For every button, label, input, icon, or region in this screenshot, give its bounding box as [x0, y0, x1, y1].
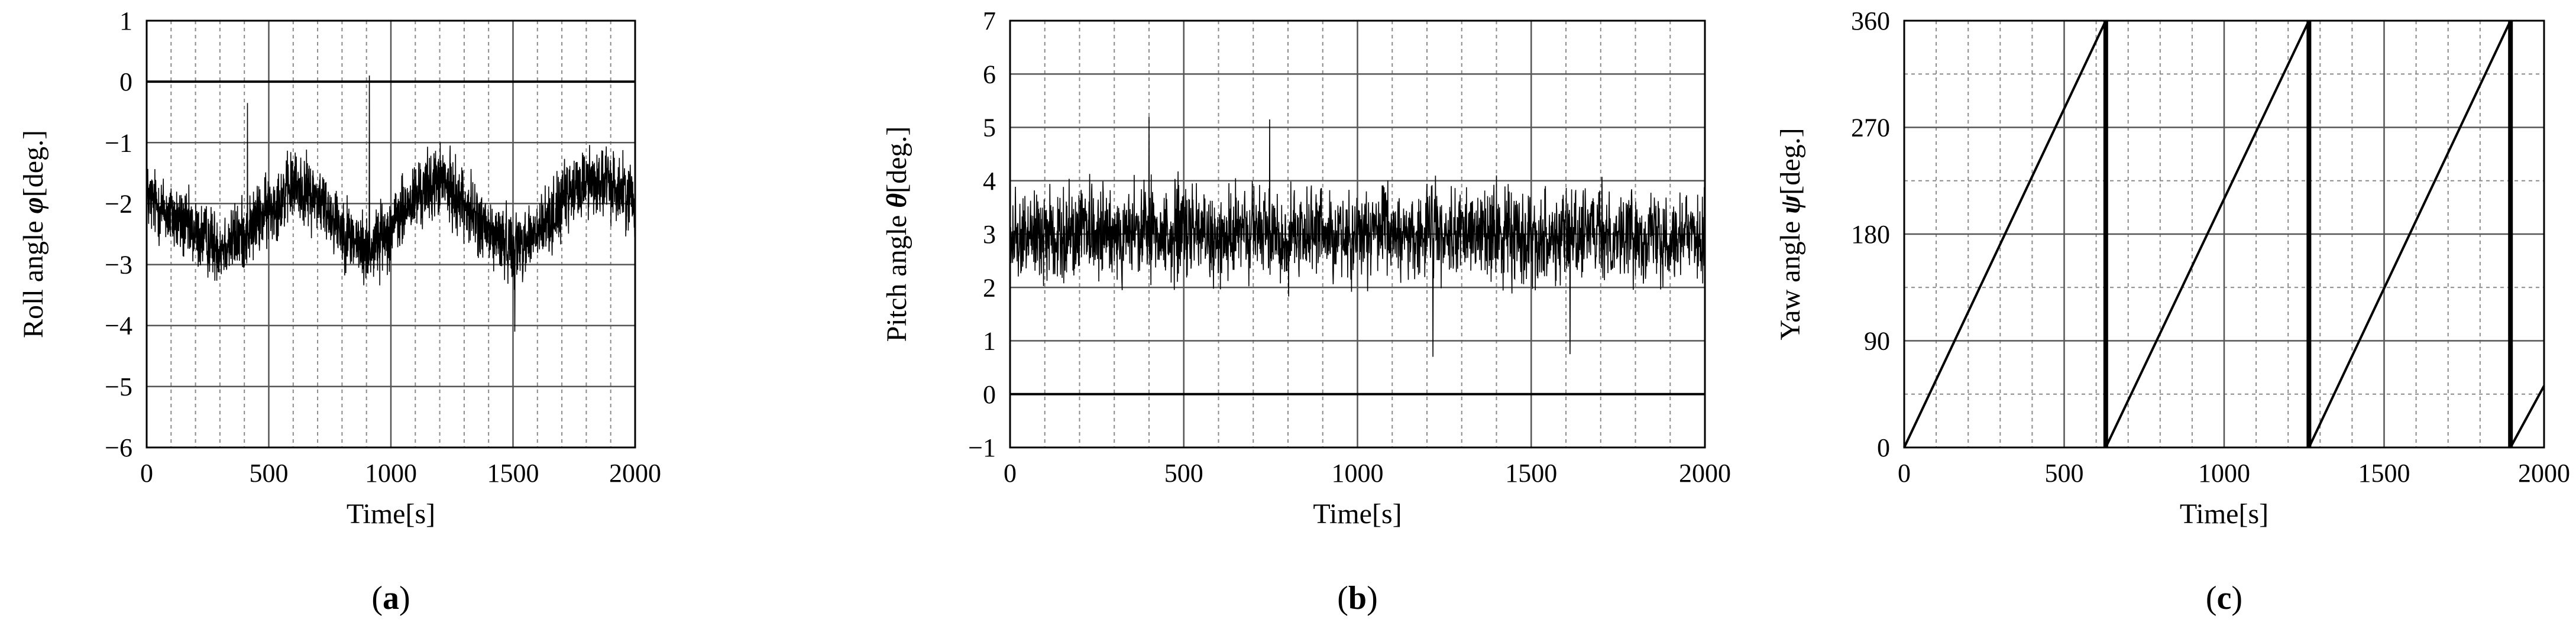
y-tick-label: −6 [105, 433, 132, 462]
panel-label: (a) [371, 580, 410, 617]
y-tick-label: 5 [983, 113, 996, 142]
y-tick-label: −2 [105, 189, 132, 218]
panel-label: (b) [1337, 580, 1377, 617]
y-tick-label: −1 [968, 433, 996, 462]
y-axis-label-symbol: θ [881, 193, 912, 208]
y-axis-label-symbol: φ [18, 197, 49, 213]
x-axis-label: Time[s] [347, 498, 435, 530]
x-axis-label: Time[s] [2180, 498, 2268, 530]
grid [1903, 20, 2545, 449]
y-axis-label: Yaw angle ψ[deg.] [1775, 128, 1806, 340]
series-line [146, 75, 636, 332]
x-tick-label: 1500 [487, 459, 539, 488]
plot-frame [145, 20, 636, 449]
panel-letter: a [383, 580, 399, 617]
y-tick-label: 6 [983, 60, 996, 89]
y-axis-label-unit: [deg.] [18, 130, 49, 197]
y-axis-label-unit: [deg.] [881, 126, 912, 193]
y-tick-label: 1 [983, 327, 996, 356]
x-tick-label: 500 [2045, 459, 2084, 488]
panel-letter: c [2217, 580, 2232, 617]
plot-frame [1009, 20, 1706, 449]
y-tick-label: −3 [105, 251, 132, 280]
y-tick-label: 360 [1851, 7, 1890, 35]
x-axis-label: Time[s] [1313, 498, 1402, 530]
x-tick-label: 1500 [1505, 459, 1557, 488]
y-tick-label: −5 [105, 372, 132, 401]
y-axis-label-unit: [deg.] [1775, 128, 1806, 194]
y-axis-label: Pitch angle θ[deg.] [881, 126, 912, 342]
y-tick-label: −1 [105, 128, 132, 157]
y-tick-label: 270 [1851, 113, 1890, 142]
y-tick-label: 1 [119, 7, 132, 35]
yaw-angle-chart: 0 500 1000 1500 2000 0 90 180 270 360 Time[s] Yaw a… [1775, 7, 2570, 617]
y-axis-label: Roll angle φ[deg.] [18, 130, 49, 338]
series-line [1009, 116, 1706, 357]
y-tick-label: 0 [119, 67, 132, 96]
y-tick-label: 0 [983, 380, 996, 409]
y-tick-label: 2 [983, 273, 996, 302]
x-tick-label: 500 [1164, 459, 1203, 488]
y-axis-label-text: Pitch angle [881, 208, 912, 342]
x-tick-label: 1000 [1332, 459, 1384, 488]
x-tick-label: 0 [1898, 459, 1911, 488]
panel-label: (c) [2206, 580, 2242, 617]
y-tick-label: −4 [105, 312, 132, 340]
x-tick-label: 500 [250, 459, 289, 488]
x-tick-label: 1000 [2198, 459, 2250, 488]
x-tick-label: 2000 [2518, 459, 2570, 488]
x-tick-label: 1500 [2358, 459, 2410, 488]
panel-letter: b [1348, 580, 1367, 617]
y-tick-label: 3 [983, 220, 996, 249]
y-axis-label-text: Yaw angle [1775, 214, 1806, 340]
x-tick-label: 0 [140, 459, 153, 488]
y-axis-label-symbol: ψ [1775, 194, 1806, 214]
x-tick-label: 2000 [1679, 459, 1731, 488]
x-tick-label: 2000 [609, 459, 661, 488]
y-tick-label: 4 [983, 167, 996, 196]
y-tick-label: 90 [1864, 327, 1890, 356]
y-tick-label: 0 [1877, 433, 1890, 462]
plot-frame [1903, 20, 2545, 449]
pitch-angle-chart: 0 500 1000 1500 2000 −1 0 1 2 3 4 5 6 7 Time[s] Pitch a… [881, 7, 1731, 617]
x-tick-label: 1000 [365, 459, 417, 488]
y-tick-label: 7 [983, 7, 996, 35]
x-tick-label: 0 [1004, 459, 1017, 488]
roll-angle-chart: 0 500 1000 1500 2000 −6 −5 −4 −3 −2 −1 0 1 Time[s] Rol… [18, 7, 661, 617]
y-tick-label: 180 [1851, 220, 1890, 249]
y-axis-label-text: Roll angle [18, 213, 49, 338]
